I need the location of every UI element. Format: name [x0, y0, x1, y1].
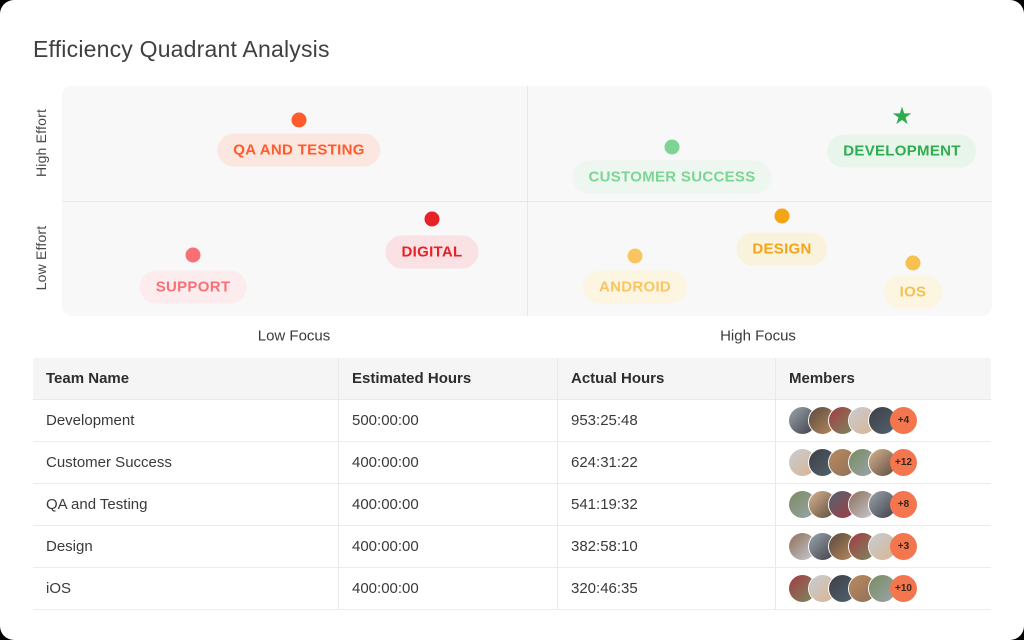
column-header-team-name: Team Name — [33, 358, 339, 399]
table-row[interactable]: Development 500:00:00 953:25:48 +4 — [33, 400, 991, 442]
quadrant-label-pill[interactable]: IOS — [883, 275, 943, 309]
members-overflow-badge[interactable]: +8 — [890, 491, 917, 518]
table-body: Development 500:00:00 953:25:48 +4 Customer … — [33, 400, 991, 610]
members-overflow-badge[interactable]: +4 — [890, 407, 917, 434]
column-header-estimated-hours: Estimated Hours — [339, 358, 558, 399]
x-axis-label-low-focus: Low Focus — [257, 327, 331, 345]
quadrant-label-pill[interactable]: DESIGN — [736, 232, 828, 266]
team-name-cell: Design — [33, 526, 339, 567]
dot-marker-icon[interactable] — [291, 112, 307, 128]
table-header-row: Team Name Estimated Hours Actual Hours M… — [33, 358, 991, 400]
teams-table: Team Name Estimated Hours Actual Hours M… — [33, 358, 991, 610]
quadrant-horizontal-divider — [62, 201, 992, 202]
quadrant-label-pill[interactable]: QA AND TESTING — [217, 133, 381, 167]
actual-hours-cell: 382:58:10 — [558, 526, 776, 567]
team-name-cell: QA and Testing — [33, 484, 339, 525]
members-cell: +12 — [776, 442, 991, 483]
avatar-group[interactable]: +10 — [789, 575, 917, 602]
dot-marker-icon[interactable] — [774, 208, 790, 224]
quadrant-label-pill[interactable]: SUPPORT — [139, 270, 247, 304]
table-row[interactable]: Customer Success 400:00:00 624:31:22 +12 — [33, 442, 991, 484]
column-header-members: Members — [789, 370, 855, 387]
estimated-hours-cell: 500:00:00 — [339, 400, 558, 441]
quadrant-label-pill[interactable]: DEVELOPMENT — [827, 134, 977, 168]
actual-hours-cell: 541:19:32 — [558, 484, 776, 525]
y-axis-label-low-effort: Low Effort — [33, 225, 49, 291]
avatar-group[interactable]: +4 — [789, 407, 917, 434]
actual-hours-cell: 624:31:22 — [558, 442, 776, 483]
dot-marker-icon[interactable] — [627, 248, 643, 264]
members-overflow-badge[interactable]: +3 — [890, 533, 917, 560]
members-overflow-badge[interactable]: +12 — [890, 449, 917, 476]
quadrant-chart: QA AND TESTING CUSTOMER SUCCESS ★ DEVELOPME… — [62, 86, 992, 316]
table-row[interactable]: iOS 400:00:00 320:46:35 +10 — [33, 568, 991, 610]
quadrant-label-pill[interactable]: ANDROID — [582, 270, 688, 304]
quadrant-label-pill[interactable]: DIGITAL — [385, 235, 479, 269]
team-name-cell: Development — [33, 400, 339, 441]
column-header-actual-hours: Actual Hours — [558, 358, 776, 399]
y-axis-label-high-effort: High Effort — [33, 108, 49, 178]
team-name-cell: iOS — [33, 568, 339, 609]
table-row[interactable]: Design 400:00:00 382:58:10 +3 — [33, 526, 991, 568]
avatar-group[interactable]: +8 — [789, 491, 917, 518]
members-cell: +3 — [776, 526, 991, 567]
dot-marker-icon[interactable] — [185, 247, 201, 263]
dot-marker-icon[interactable] — [664, 139, 680, 155]
dot-marker-icon[interactable] — [424, 211, 440, 227]
estimated-hours-cell: 400:00:00 — [339, 484, 558, 525]
members-cell: +4 — [776, 400, 991, 441]
members-overflow-badge[interactable]: +10 — [890, 575, 917, 602]
estimated-hours-cell: 400:00:00 — [339, 568, 558, 609]
members-cell: +8 — [776, 484, 991, 525]
star-marker-icon[interactable]: ★ — [891, 103, 913, 130]
page-title: Efficiency Quadrant Analysis — [33, 36, 330, 62]
avatar-group[interactable]: +3 — [789, 533, 917, 560]
members-cell: +10 — [776, 568, 991, 609]
estimated-hours-cell: 400:00:00 — [339, 526, 558, 567]
avatar-group[interactable]: +12 — [789, 449, 917, 476]
x-axis-label-high-focus: High Focus — [720, 327, 796, 345]
estimated-hours-cell: 400:00:00 — [339, 442, 558, 483]
actual-hours-cell: 953:25:48 — [558, 400, 776, 441]
actual-hours-cell: 320:46:35 — [558, 568, 776, 609]
table-row[interactable]: QA and Testing 400:00:00 541:19:32 +8 — [33, 484, 991, 526]
team-name-cell: Customer Success — [33, 442, 339, 483]
dot-marker-icon[interactable] — [905, 255, 921, 271]
quadrant-label-pill[interactable]: CUSTOMER SUCCESS — [572, 160, 772, 194]
